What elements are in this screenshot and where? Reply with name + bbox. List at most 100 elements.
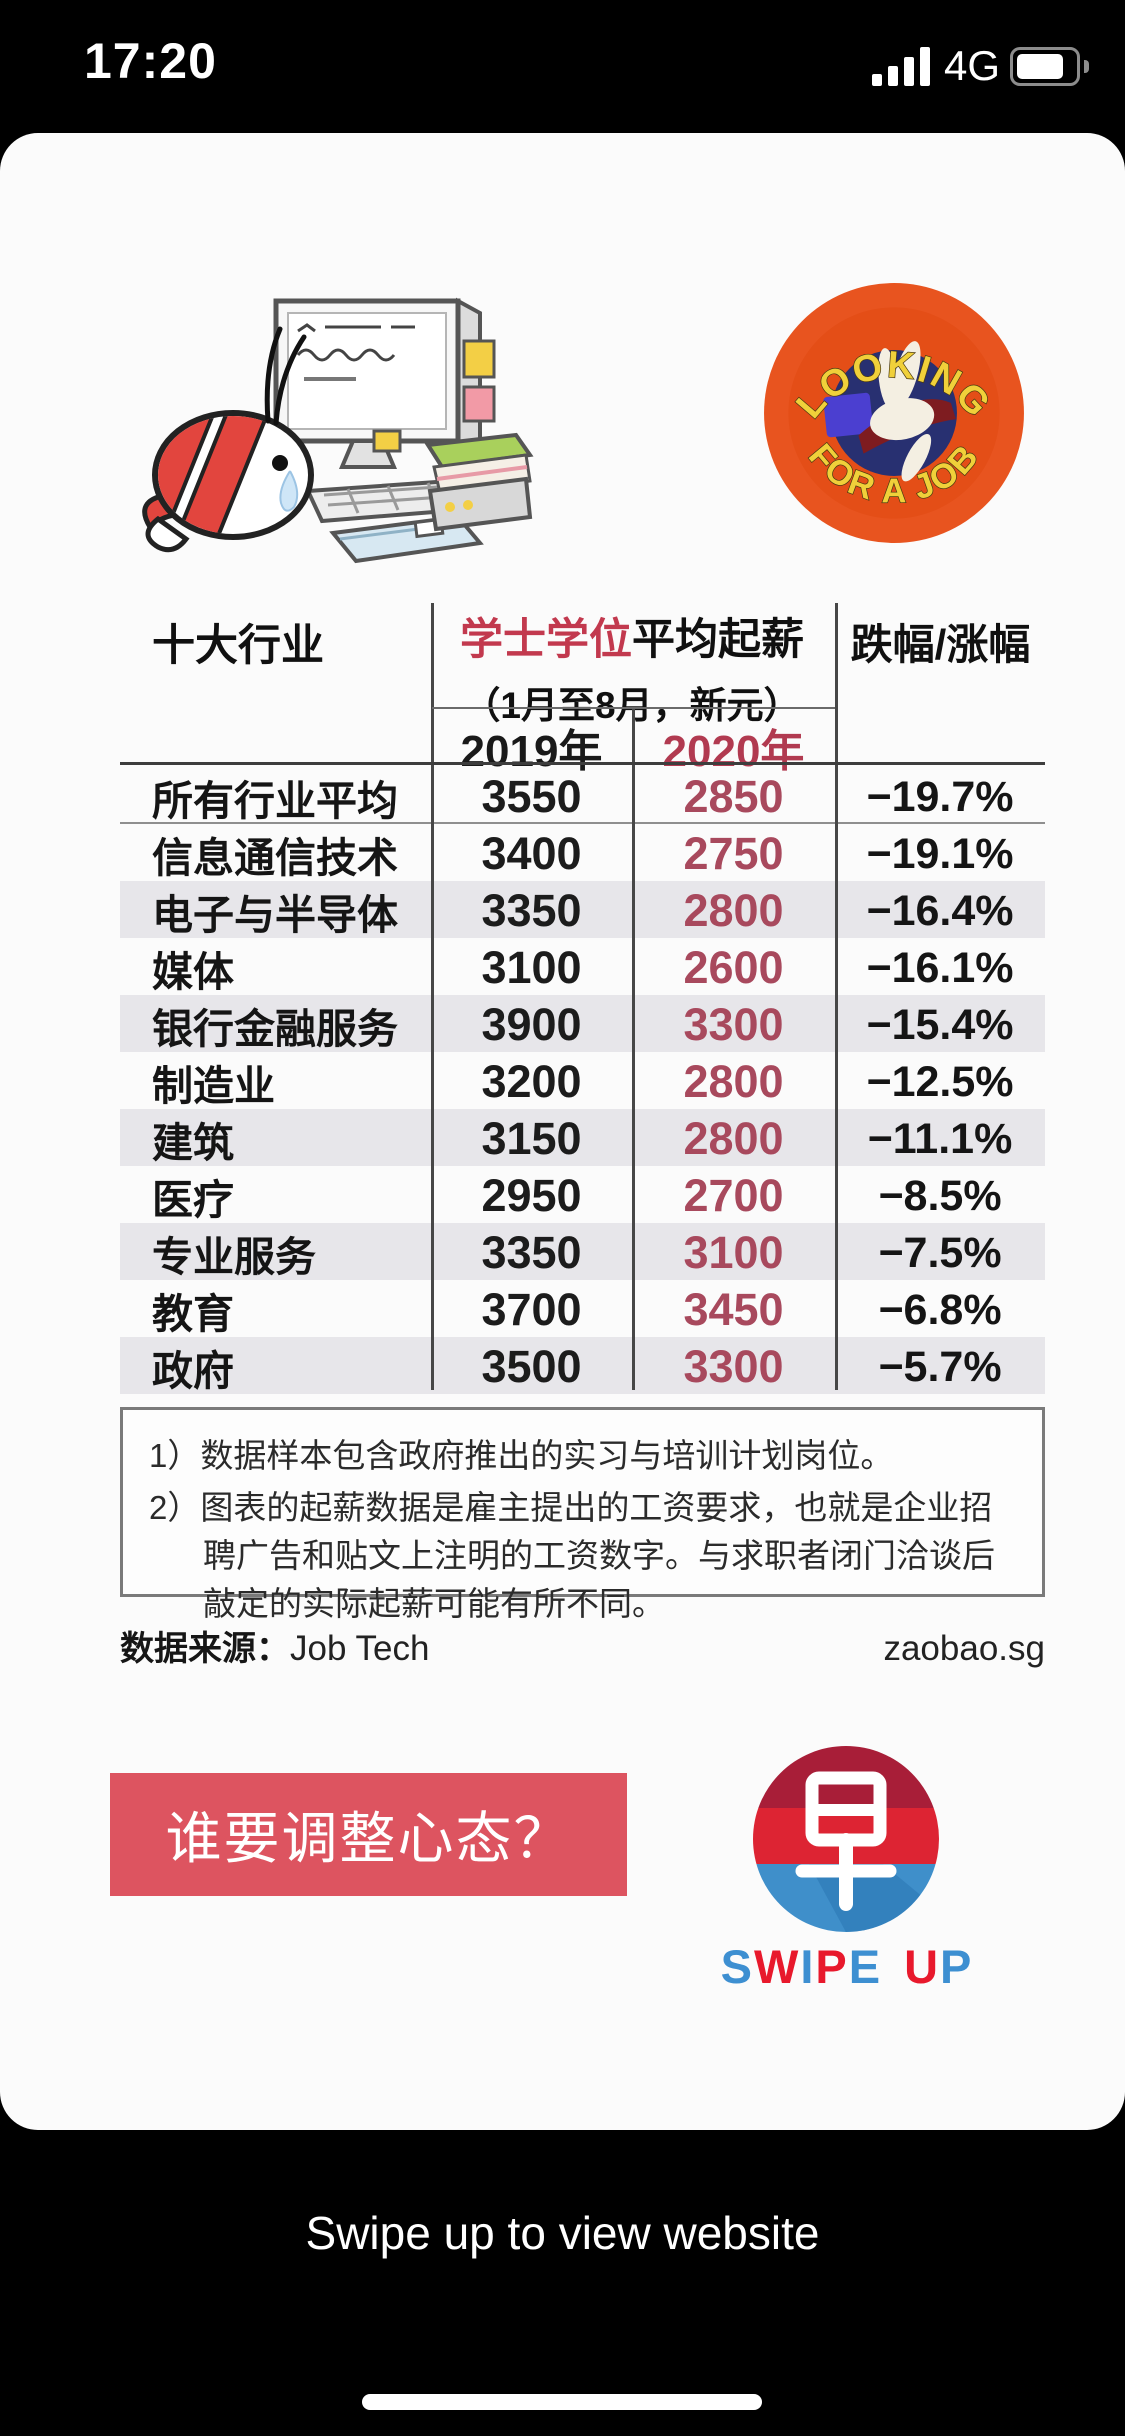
col-header-2020: 2020年 <box>662 727 805 776</box>
cell-change: −8.5% <box>878 1171 1002 1220</box>
source-row: 数据来源：Job Tech zaobao.sg <box>120 1621 1045 1670</box>
col-header-2019: 2019年 <box>460 727 603 776</box>
swipe-up-hint[interactable]: Swipe up to view website <box>305 2207 820 2259</box>
cell-industry: 政府 <box>152 1348 234 1394</box>
source-name: Job Tech <box>290 1629 430 1668</box>
cell-change: −5.7% <box>878 1342 1002 1391</box>
cell-industry: 信息通信技术 <box>152 835 398 881</box>
swipe-up-letter: S <box>720 1940 754 1993</box>
zaobao-logo <box>753 1746 939 1932</box>
cell-industry: 教育 <box>152 1291 234 1337</box>
swipe-up-letter: U <box>904 1940 941 1993</box>
cell-2019: 3350 <box>481 1227 582 1278</box>
avg-salary-label: 平均起薪 <box>632 616 804 664</box>
cell-2019: 2950 <box>481 1170 582 1221</box>
signal-strength-icon <box>871 47 930 86</box>
battery-cap <box>1084 59 1089 73</box>
cell-2020: 3100 <box>683 1227 784 1278</box>
cta-question-banner: 谁要调整心态？ <box>110 1773 627 1896</box>
col-header-change: 跌幅/涨幅 <box>850 621 1031 668</box>
cell-industry: 制造业 <box>152 1063 275 1109</box>
table-row: 制造业 3200 2800 −12.5% <box>120 1052 1045 1109</box>
table-divider-vertical <box>431 603 434 1390</box>
table-row: 所有行业平均 3550 2850 −19.7% <box>120 767 1045 824</box>
crying-shrimp-computer-sticker <box>142 297 534 564</box>
table-row: 政府 3500 3300 −5.7% <box>120 1337 1045 1394</box>
cell-2020: 2700 <box>683 1170 784 1221</box>
cell-2020: 2800 <box>683 1056 784 1107</box>
cell-2020: 3300 <box>683 999 784 1050</box>
cell-change: −16.1% <box>866 943 1014 992</box>
footnote-box: 1）数据样本包含政府推出的实习与培训计划岗位。 2）图表的起薪数据是雇主提出的工资… <box>120 1407 1045 1622</box>
cell-change: −11.1% <box>867 1114 1013 1163</box>
cell-2019: 3550 <box>481 771 582 822</box>
cell-industry: 电子与半导体 <box>152 892 398 938</box>
degree-label: 学士学位 <box>460 616 632 664</box>
cell-change: −19.1% <box>866 829 1014 878</box>
salary-table: 十大行业 学士学位平均起薪 （1月至8月，新元） 跌幅/涨幅 2019年 202… <box>120 595 1045 1395</box>
cell-2019: 3200 <box>481 1056 582 1107</box>
swipe-up-letter: P <box>940 1940 974 1993</box>
table-divider-vertical <box>632 709 635 1390</box>
cell-industry: 所有行业平均 <box>152 778 398 824</box>
cell-industry: 医疗 <box>152 1177 234 1223</box>
col-header-industry: 十大行业 <box>152 622 324 670</box>
cell-change: −15.4% <box>866 1000 1014 1049</box>
story-card: LOOKING FOR A JOB 十大行业 学士学位平均起薪 （1月至8月，新… <box>0 133 1125 2130</box>
cell-change: −12.5% <box>866 1057 1014 1106</box>
cta-question-text: 谁要调整心态？ <box>165 1807 572 1870</box>
swipe-up-letter: I <box>800 1940 816 1993</box>
cell-industry: 媒体 <box>152 949 234 995</box>
zao-character <box>795 1771 897 1911</box>
cell-2019: 3400 <box>481 828 582 879</box>
cell-change: −6.8% <box>878 1285 1002 1334</box>
cell-2019: 3150 <box>481 1113 582 1164</box>
cell-2020: 2850 <box>683 771 784 822</box>
table-row: 信息通信技术 3400 2750 −19.1% <box>120 824 1045 881</box>
cell-2019: 3350 <box>481 885 582 936</box>
swipe-up-letter: P <box>815 1940 849 1993</box>
cell-industry: 银行金融服务 <box>152 1006 398 1052</box>
cell-2020: 2800 <box>683 885 784 936</box>
table-rows: 所有行业平均 3550 2850 −19.7% 信息通信技术 3400 2750 −19.1%… <box>120 767 1045 1394</box>
battery-icon <box>1010 46 1080 86</box>
footnote: 2）图表的起薪数据是雇主提出的工资要求，也就是企业招聘广告和贴文上注明的工资数字… <box>149 1488 995 1622</box>
cell-2019: 3100 <box>481 942 582 993</box>
cell-2019: 3700 <box>481 1284 582 1335</box>
status-time: 17:20 <box>84 33 217 89</box>
cell-industry: 专业服务 <box>152 1234 316 1280</box>
table-row: 医疗 2950 2700 −8.5% <box>120 1166 1045 1223</box>
cell-industry: 建筑 <box>152 1120 234 1166</box>
cell-2020: 3300 <box>683 1341 784 1392</box>
cell-2019: 3900 <box>481 999 582 1050</box>
cell-2020: 2800 <box>683 1113 784 1164</box>
cell-change: −19.7% <box>866 772 1014 821</box>
looking-for-a-job-badge: LOOKING FOR A JOB <box>764 283 1024 543</box>
cell-2020: 2750 <box>683 828 784 879</box>
cell-2020: 3450 <box>683 1284 784 1335</box>
cell-2020: 2600 <box>683 942 784 993</box>
table-row: 教育 3700 3450 −6.8% <box>120 1280 1045 1337</box>
table-row: 建筑 3150 2800 −11.1% <box>120 1109 1045 1166</box>
source-site: zaobao.sg <box>883 1629 1045 1668</box>
source-label: 数据来源： <box>120 1630 290 1668</box>
cell-change: −7.5% <box>878 1228 1002 1277</box>
table-row: 媒体 3100 2600 −16.1% <box>120 938 1045 995</box>
cell-change: −16.4% <box>866 886 1014 935</box>
table-row: 电子与半导体 3350 2800 −16.4% <box>120 881 1045 938</box>
table-row: 专业服务 3350 3100 −7.5% <box>120 1223 1045 1280</box>
swipe-up-letter: E <box>848 1940 883 1993</box>
cell-2019: 3500 <box>481 1341 582 1392</box>
table-divider-vertical <box>835 603 838 1390</box>
table-row: 银行金融服务 3900 3300 −15.4% <box>120 995 1045 1052</box>
swipe-up-label[interactable]: SWIPE UP <box>640 1939 1054 1994</box>
table-divider-horizontal <box>432 707 835 709</box>
home-indicator[interactable] <box>362 2394 762 2410</box>
table-divider-horizontal <box>120 762 1045 765</box>
footnote: 1）数据样本包含政府推出的实习与培训计划岗位。 <box>149 1437 894 1474</box>
swipe-up-letter: W <box>753 1940 801 1993</box>
network-type: 4G <box>943 42 1000 89</box>
swipe-up-letter <box>882 1939 904 1994</box>
col-header-degree-group: 学士学位平均起薪 （1月至8月，新元） <box>432 605 832 729</box>
data-source: 数据来源：Job Tech <box>120 1621 429 1670</box>
